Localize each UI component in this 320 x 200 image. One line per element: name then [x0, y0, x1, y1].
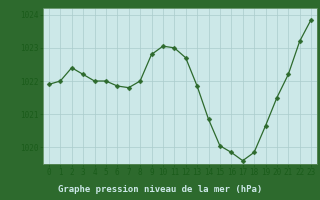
- Text: Graphe pression niveau de la mer (hPa): Graphe pression niveau de la mer (hPa): [58, 184, 262, 194]
